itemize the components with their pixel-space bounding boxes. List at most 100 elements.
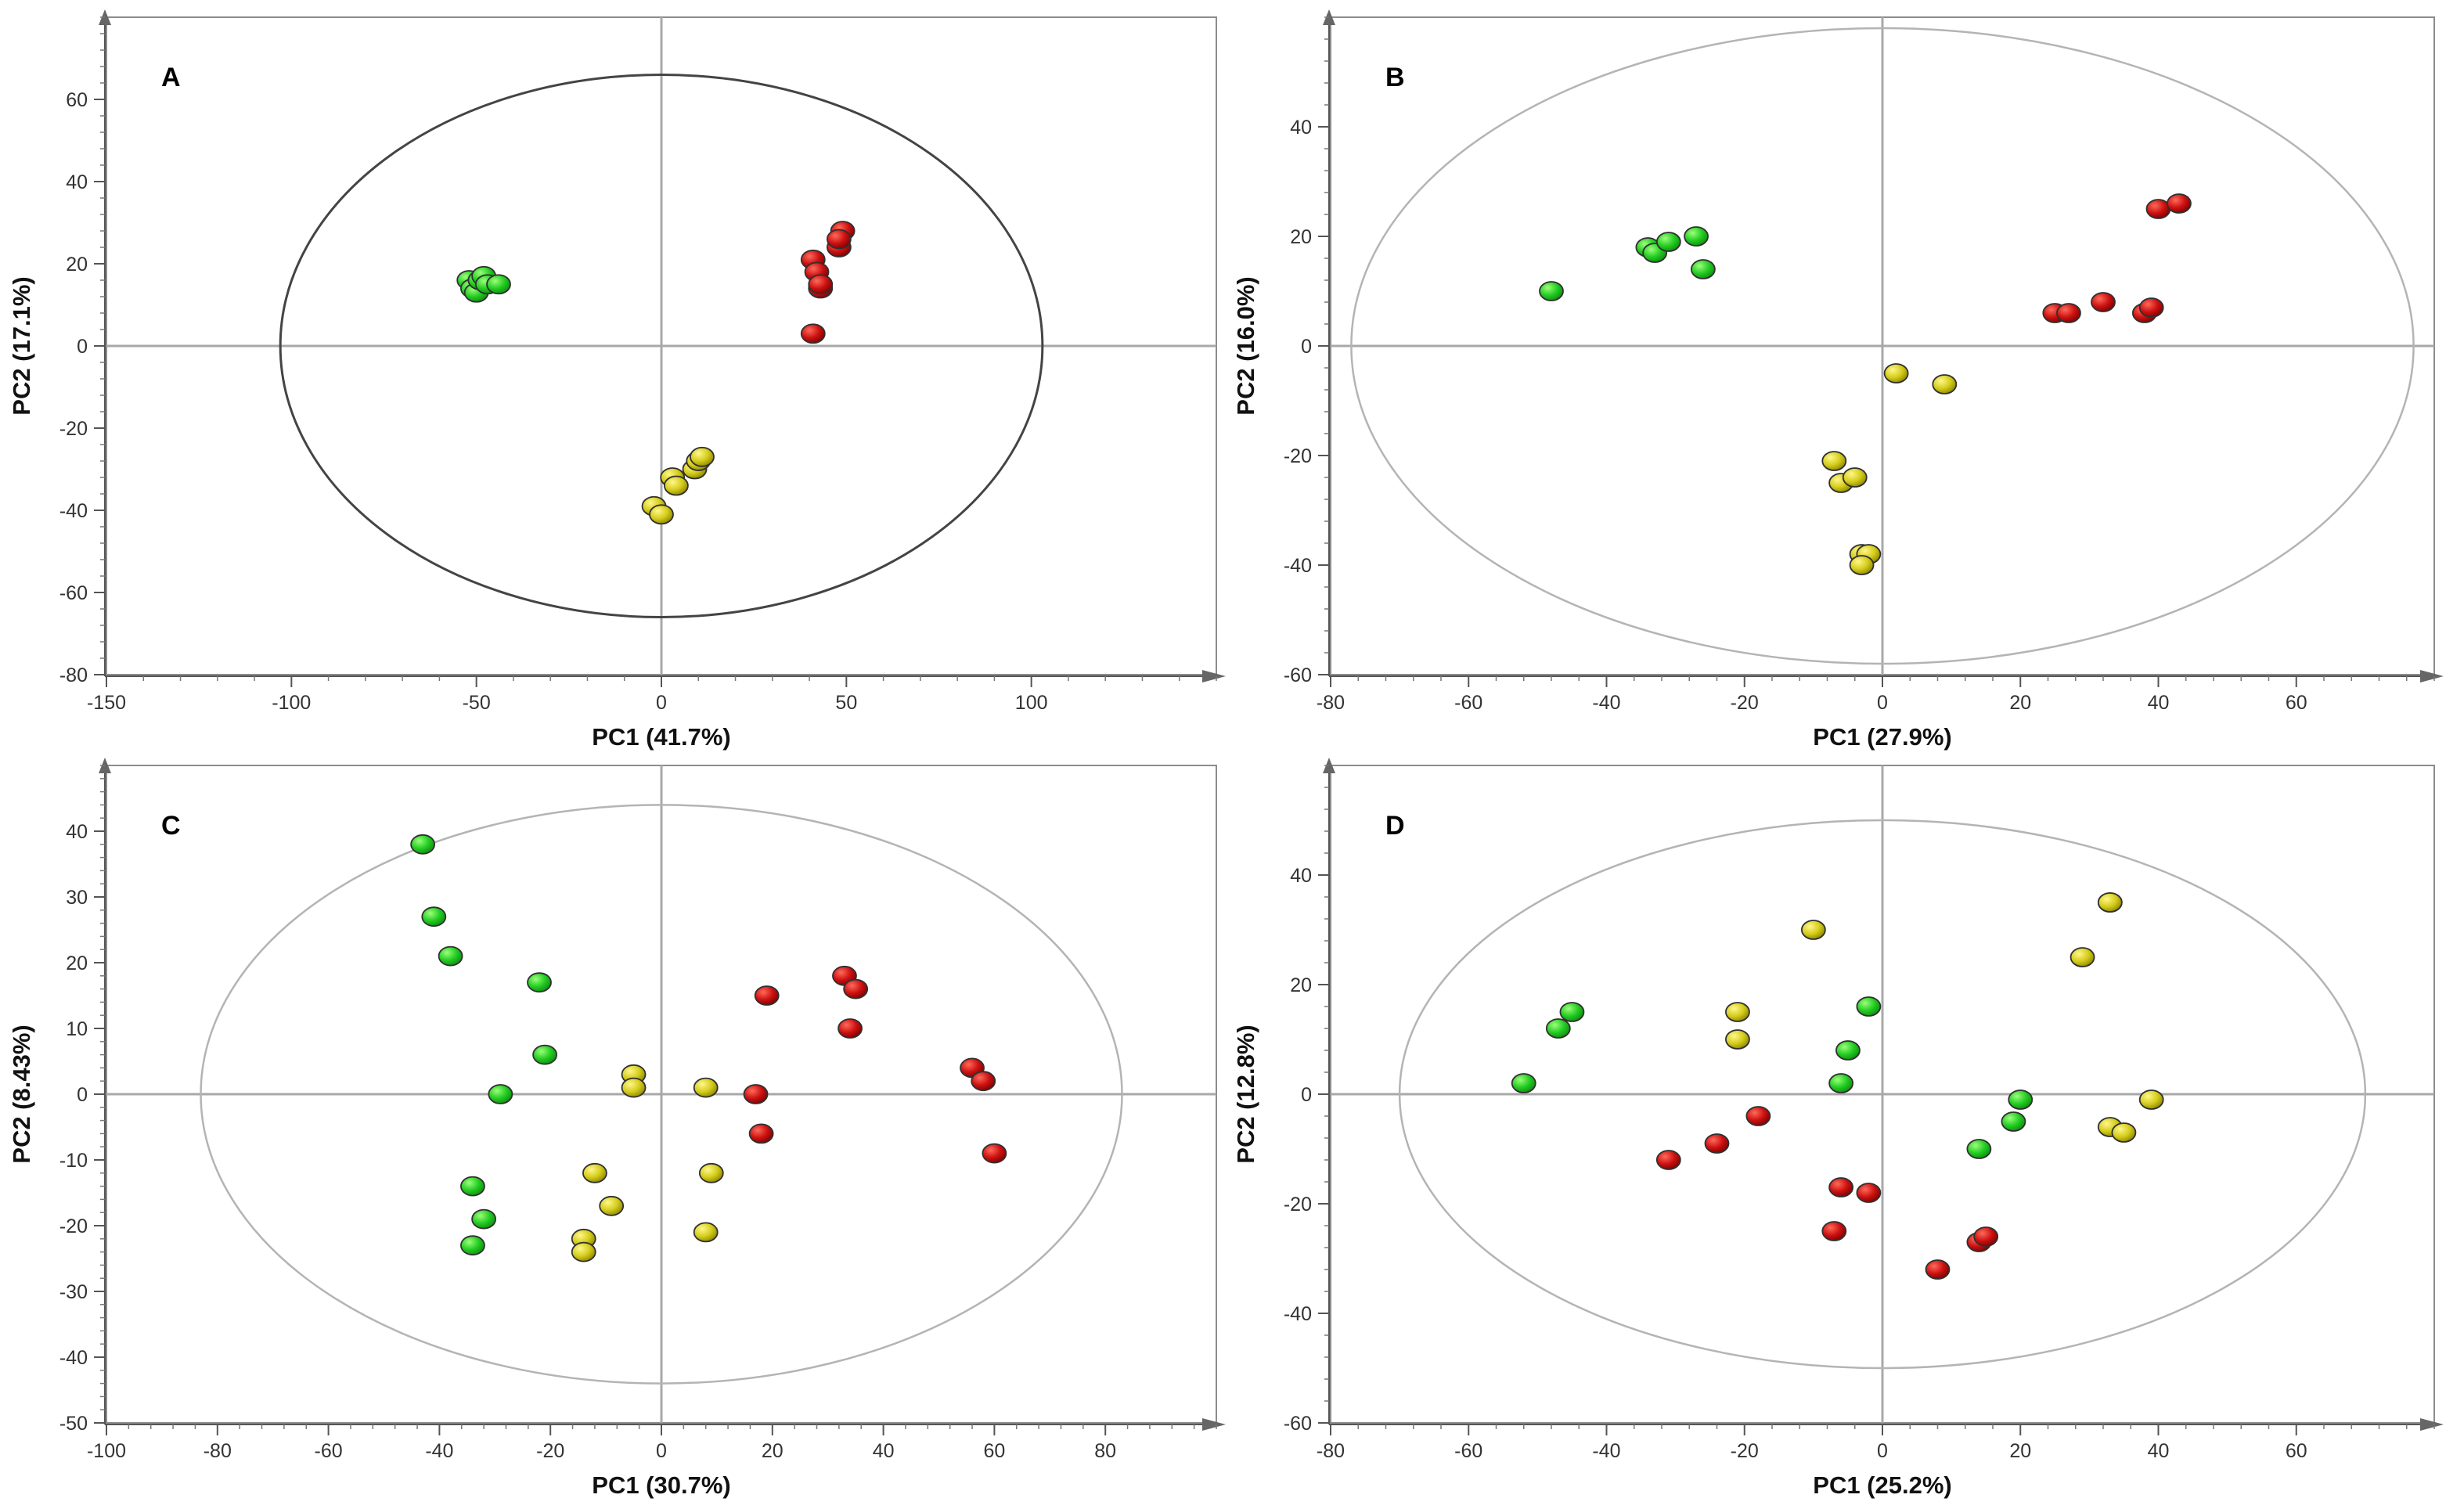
x-axis-title: PC1 (25.2%): [1813, 1471, 1951, 1499]
series-red: [2042, 193, 2192, 323]
data-point-yellow: [693, 1077, 719, 1098]
data-point-yellow: [690, 446, 715, 467]
y-tick-label: -50: [59, 1413, 88, 1435]
x-tick-label: 0: [1877, 1440, 1888, 1462]
x-tick-label: -40: [425, 1440, 453, 1462]
x-axis-arrow: [2420, 670, 2444, 682]
y-tick-label: -20: [1284, 1194, 1312, 1215]
x-tick-label: -60: [315, 1440, 343, 1462]
x-tick-label: -150: [87, 692, 126, 714]
data-point-yellow: [698, 1162, 724, 1183]
confidence-ellipse: [279, 74, 1044, 618]
x-tick-label: -80: [204, 1440, 232, 1462]
data-point-green: [1539, 281, 1564, 301]
data-point-green: [1966, 1139, 1992, 1159]
y-tick-label: -30: [59, 1281, 88, 1303]
data-point-yellow: [1800, 920, 1826, 940]
panel-c: -100 -80 -60 -40 -20 0 20 40 60 80-50-40-30-20-10…: [8, 758, 1226, 1499]
grid-layer: [1331, 765, 2434, 1423]
y-tick-label: -20: [1284, 445, 1312, 467]
data-point-green: [488, 1084, 513, 1104]
y-axis-title: PC2 (17.1%): [8, 276, 35, 415]
data-point-yellow: [693, 1222, 719, 1243]
y-tick-label: 30: [66, 887, 88, 909]
data-point-red: [1704, 1133, 1730, 1154]
panel-a: -150 -100 -50 0 50 100 -80 -60 -40 -20 0 20 40 60 A P…: [8, 9, 1226, 751]
data-point-green: [2008, 1089, 2034, 1110]
ellipse-outline: [1350, 27, 2415, 665]
y-tick-label: -40: [1284, 555, 1312, 577]
data-point-yellow: [2138, 1089, 2164, 1110]
data-point-green: [2001, 1111, 2026, 1132]
y-tick-label: -60: [1284, 664, 1312, 686]
data-point-red: [2091, 292, 2116, 312]
y-tick-label: -40: [59, 500, 88, 522]
data-point-red: [1856, 1183, 1882, 1203]
data-point-yellow: [1842, 467, 1868, 488]
data-point-red: [982, 1143, 1007, 1164]
confidence-ellipse: [200, 804, 1123, 1385]
series-yellow: [1821, 363, 1958, 575]
data-point-green: [1856, 996, 1882, 1017]
series-green: [1511, 996, 2034, 1159]
y-tick-label: 0: [77, 336, 88, 358]
data-point-red: [754, 985, 780, 1006]
data-point-red: [826, 229, 852, 250]
data-point-yellow: [649, 504, 674, 525]
x-tick-label: 60: [2286, 1440, 2307, 1462]
data-point-green: [1511, 1073, 1536, 1093]
x-tick-label: 40: [2148, 692, 2170, 714]
data-point-green: [410, 834, 436, 855]
data-point-green: [1655, 232, 1681, 252]
data-point-green: [1545, 1018, 1571, 1039]
series-green: [410, 834, 558, 1256]
x-tick-label: -20: [1731, 692, 1759, 714]
data-point-yellow: [621, 1077, 647, 1098]
x-tick-label: 60: [2286, 692, 2307, 714]
grid-layer: [106, 17, 1216, 675]
data-point-red: [1973, 1226, 1999, 1247]
x-tick-label: 40: [2148, 1440, 2170, 1462]
x-tick-label: -100: [87, 1440, 126, 1462]
data-point-red: [1745, 1106, 1771, 1126]
series-red: [800, 221, 856, 344]
data-point-yellow: [1932, 374, 1958, 394]
ellipse-outline: [200, 804, 1123, 1385]
y-axis-title: PC2 (16.0%): [1232, 276, 1259, 415]
x-axis-title: PC1 (30.7%): [592, 1471, 730, 1499]
panel-letter: A: [161, 63, 181, 92]
data-point-red: [2145, 199, 2171, 219]
y-tick-label: 40: [1290, 865, 1312, 887]
data-point-red: [743, 1084, 769, 1104]
x-tick-label: -50: [463, 692, 491, 714]
x-tick-label: 50: [835, 692, 857, 714]
data-point-yellow: [571, 1241, 596, 1262]
data-point-green: [527, 972, 552, 993]
x-tick-label: -20: [536, 1440, 564, 1462]
data-point-red: [2167, 193, 2192, 214]
x-tick-label: -60: [1454, 1440, 1482, 1462]
x-tick-label: 80: [1094, 1440, 1116, 1462]
y-axis-title: PC2 (12.8%): [1232, 1025, 1259, 1163]
grid-layer: [1331, 17, 2434, 675]
series-yellow: [1725, 892, 2164, 1143]
data-point-red: [1821, 1221, 1847, 1241]
data-point-green: [471, 1208, 497, 1230]
x-axis-arrow: [2420, 1418, 2444, 1431]
x-tick-label: -80: [1317, 692, 1345, 714]
panel-letter: B: [1385, 63, 1405, 92]
y-axis-title: PC2 (8.43%): [8, 1025, 35, 1163]
x-tick-label: 60: [983, 1440, 1005, 1462]
data-point-red: [1925, 1259, 1951, 1280]
y-tick-label: -40: [59, 1347, 88, 1369]
data-point-red: [808, 274, 834, 295]
y-tick-label: -40: [1284, 1303, 1312, 1325]
data-point-red: [838, 1018, 863, 1039]
panel-letter: D: [1385, 811, 1405, 841]
y-tick-label: -60: [1284, 1413, 1312, 1435]
y-tick-label: 60: [66, 89, 88, 111]
y-tick-label: 0: [77, 1084, 88, 1106]
